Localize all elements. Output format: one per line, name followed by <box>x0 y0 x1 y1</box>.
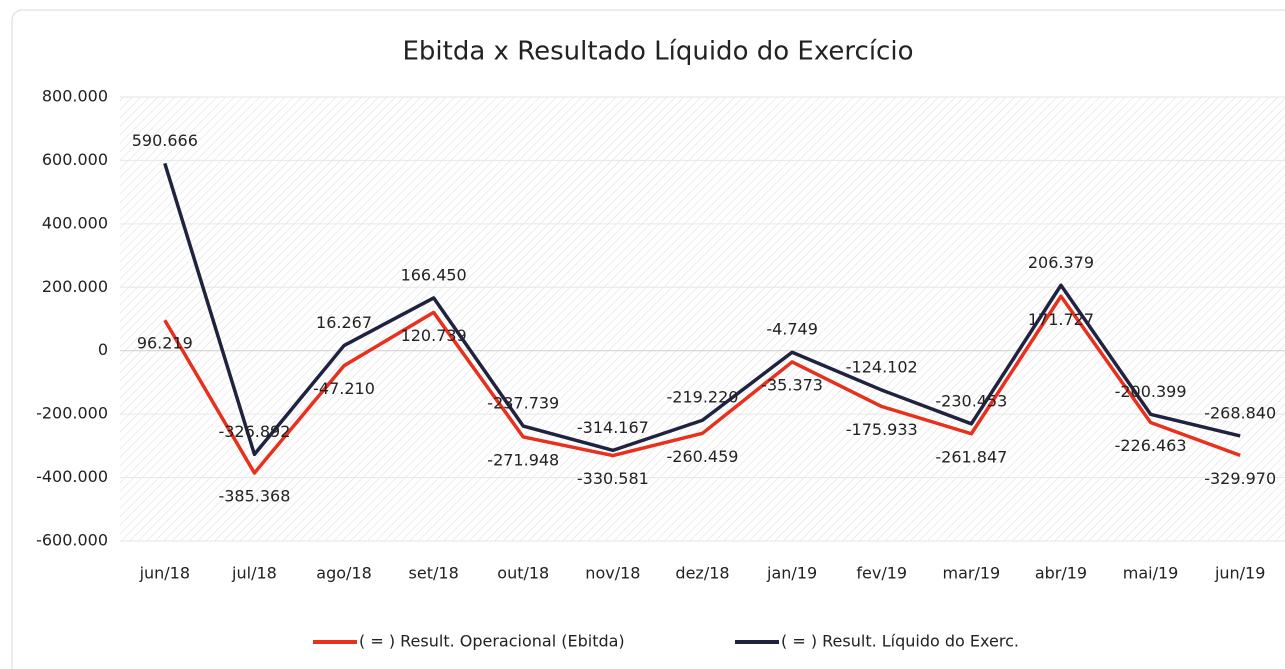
data-label: -329.970 <box>1204 469 1276 488</box>
data-label: 206.379 <box>1028 253 1094 272</box>
data-label: -385.368 <box>218 486 290 505</box>
series-line <box>163 294 1241 475</box>
legend-label: ( = ) Result. Líquido do Exerc. <box>781 632 1019 651</box>
data-label: 16.267 <box>316 313 372 332</box>
data-label: -175.933 <box>846 420 918 439</box>
x-tick-label: jul/18 <box>231 564 277 583</box>
x-tick-label: jun/18 <box>139 564 190 583</box>
series-line <box>163 162 1241 457</box>
data-label: -261.847 <box>935 447 1007 466</box>
data-label: -230.453 <box>935 391 1007 410</box>
x-tick-label: set/18 <box>409 564 459 583</box>
x-tick-label: fev/19 <box>856 564 907 583</box>
legend-label: ( = ) Result. Operacional (Ebitda) <box>359 632 625 651</box>
x-tick-label: jan/19 <box>766 564 817 583</box>
data-label: -200.399 <box>1115 382 1187 401</box>
data-label: -4.749 <box>766 320 818 339</box>
plot-area <box>120 97 1285 541</box>
y-tick-label: 200.000 <box>42 277 108 296</box>
y-tick-label: 600.000 <box>42 150 108 169</box>
x-tick-label: dez/18 <box>675 564 729 583</box>
y-tick-label: 800.000 <box>42 87 108 106</box>
data-label: -268.840 <box>1204 403 1276 422</box>
chart-title: Ebitda x Resultado Líquido do Exercício <box>403 37 914 67</box>
x-tick-label: nov/18 <box>585 564 640 583</box>
x-tick-label: mai/19 <box>1123 564 1179 583</box>
data-label: -124.102 <box>846 358 918 377</box>
y-tick-label: 0 <box>98 340 108 359</box>
data-label: -237.739 <box>487 394 559 413</box>
x-tick-label: abr/19 <box>1035 564 1087 583</box>
x-tick-label: out/18 <box>497 564 549 583</box>
data-label: 166.450 <box>401 265 467 284</box>
data-label: -219.220 <box>667 388 739 407</box>
data-label: -35.373 <box>761 375 823 394</box>
y-tick-label: -400.000 <box>36 467 108 486</box>
x-tick-label: mar/19 <box>942 564 1000 583</box>
y-tick-label: 400.000 <box>42 213 108 232</box>
x-tick-label: ago/18 <box>316 564 372 583</box>
data-label: -314.167 <box>577 418 649 437</box>
data-label: -260.459 <box>667 447 739 466</box>
data-label: -330.581 <box>577 469 649 488</box>
data-label: -326.892 <box>218 422 290 441</box>
x-tick-label: jun/19 <box>1214 564 1265 583</box>
data-label: 120.739 <box>401 326 467 345</box>
data-label: -226.463 <box>1115 436 1187 455</box>
y-tick-label: -600.000 <box>36 531 108 550</box>
y-tick-label: -200.000 <box>36 404 108 423</box>
data-label: -271.948 <box>487 450 559 469</box>
data-label: 171.727 <box>1028 310 1094 329</box>
data-label: 96.219 <box>137 334 193 353</box>
data-label: -47.210 <box>313 379 375 398</box>
data-label: 590.666 <box>132 131 198 150</box>
